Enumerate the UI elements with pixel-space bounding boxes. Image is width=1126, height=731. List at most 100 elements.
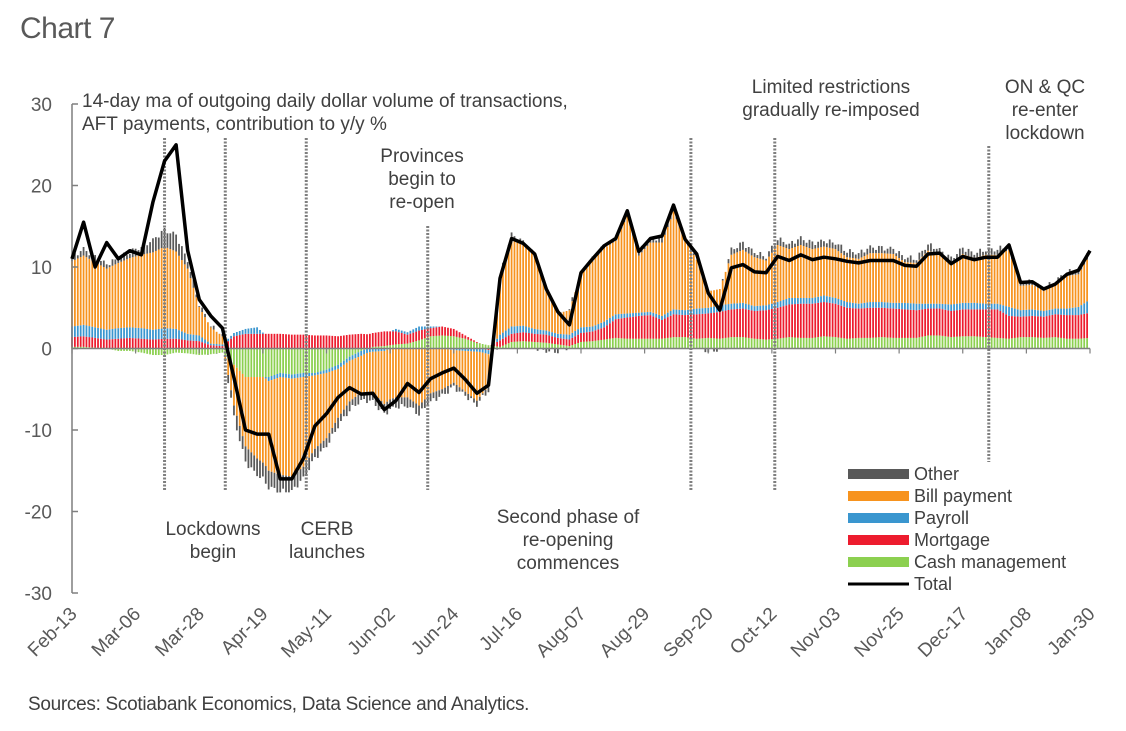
bar-bill-payment: [985, 254, 987, 304]
bar-mortgage: [808, 303, 811, 338]
bar-other: [932, 248, 935, 253]
bar-mortgage: [976, 309, 979, 337]
bar-mortgage: [386, 331, 389, 346]
bar-payroll: [290, 374, 293, 379]
bar-cash-management: [869, 337, 872, 349]
bar-other: [866, 248, 869, 255]
bar-other: [100, 261, 102, 266]
bar-cash-management: [950, 337, 953, 349]
bar-other: [149, 242, 151, 253]
bar-mortgage: [380, 331, 383, 347]
bar-payroll: [282, 373, 284, 378]
bar-payroll: [762, 305, 765, 311]
bar-other: [290, 476, 293, 491]
bar-payroll: [802, 297, 805, 304]
bar-payroll: [985, 303, 987, 310]
bar-mortgage: [956, 310, 958, 337]
annotation-text: re-open: [389, 192, 455, 213]
bar-payroll: [921, 303, 924, 310]
bar-other: [270, 471, 273, 487]
bar-other: [909, 255, 912, 263]
bar-other: [267, 470, 270, 490]
bar-bill-payment: [554, 307, 556, 334]
bar-bill-payment: [849, 257, 851, 303]
bar-cash-management: [860, 337, 863, 349]
bar-other: [924, 249, 927, 254]
bar-mortgage: [857, 308, 860, 338]
bar-bill-payment: [383, 350, 386, 404]
bar-other: [481, 393, 484, 395]
bar-bill-payment: [820, 247, 822, 297]
bar-bill-payment: [458, 350, 461, 388]
bar-cash-management: [351, 348, 354, 356]
bar-bill-payment: [282, 377, 284, 476]
bar-cash-management: [927, 335, 929, 349]
bar-mortgage: [282, 334, 284, 349]
x-tick-label: Mar-28: [151, 604, 208, 661]
legend-swatch-cash-management: [848, 557, 909, 567]
bar-payroll: [198, 335, 201, 342]
bar-payroll: [750, 305, 753, 311]
bar-mortgage: [516, 333, 519, 342]
bar-payroll: [707, 307, 710, 314]
bar-bill-payment: [432, 348, 435, 393]
bar-mortgage: [157, 339, 160, 349]
bar-other: [195, 294, 198, 298]
bar-bill-payment: [718, 289, 721, 306]
bar-payroll: [195, 335, 198, 341]
bar-mortgage: [904, 309, 906, 338]
bar-bill-payment: [750, 255, 753, 306]
bar-mortgage: [866, 307, 869, 338]
bar-bill-payment: [152, 252, 154, 330]
bar-bill-payment: [932, 252, 935, 304]
bar-payroll: [1025, 309, 1028, 317]
bar-bill-payment: [218, 334, 221, 345]
bar-other: [204, 313, 206, 318]
bar-cash-management: [979, 336, 981, 349]
bar-cash-management: [672, 337, 675, 349]
bar-payroll: [123, 327, 125, 339]
bar-mortgage: [666, 317, 669, 338]
bar-cash-management: [447, 335, 449, 349]
bar-mortgage: [779, 306, 782, 339]
bar-bill-payment: [244, 377, 247, 447]
bar-bill-payment: [438, 348, 441, 391]
bar-bill-payment: [548, 295, 551, 332]
bar-payroll: [530, 328, 533, 334]
bar-bill-payment: [467, 351, 470, 394]
bar-mortgage: [551, 336, 553, 344]
bar-bill-payment: [181, 260, 183, 332]
bar-cash-management: [681, 337, 684, 349]
bar-cash-management: [895, 337, 898, 349]
bar-cash-management: [996, 337, 999, 349]
bar-mortgage: [898, 308, 901, 338]
bar-other: [241, 436, 244, 449]
bar-mortgage: [770, 308, 773, 340]
bar-mortgage: [756, 310, 759, 339]
bar-cash-management: [652, 338, 655, 349]
bar-other: [331, 427, 334, 434]
bar-payroll: [860, 303, 863, 309]
bar-cash-management: [675, 337, 678, 349]
bar-mortgage: [105, 339, 108, 349]
bar-mortgage: [340, 335, 342, 349]
bar-bill-payment: [261, 377, 264, 463]
bar-bill-payment: [444, 348, 446, 388]
bar-mortgage: [993, 309, 996, 338]
bar-payroll: [502, 332, 504, 339]
bar-bill-payment: [114, 264, 117, 329]
bar-other: [794, 243, 796, 248]
bar-mortgage: [889, 308, 892, 338]
bar-payroll: [539, 329, 542, 335]
bar-other: [828, 239, 831, 248]
bar-other: [247, 449, 250, 469]
bar-bill-payment: [143, 254, 146, 329]
bar-payroll: [1071, 307, 1074, 316]
bar-bill-payment: [875, 253, 877, 303]
bar-bill-payment: [603, 248, 606, 322]
bar-bill-payment: [588, 264, 591, 327]
bar-bill-payment: [128, 258, 131, 328]
bar-mortgage: [1080, 314, 1083, 339]
bar-cash-management: [583, 341, 585, 349]
bar-mortgage: [935, 308, 938, 336]
